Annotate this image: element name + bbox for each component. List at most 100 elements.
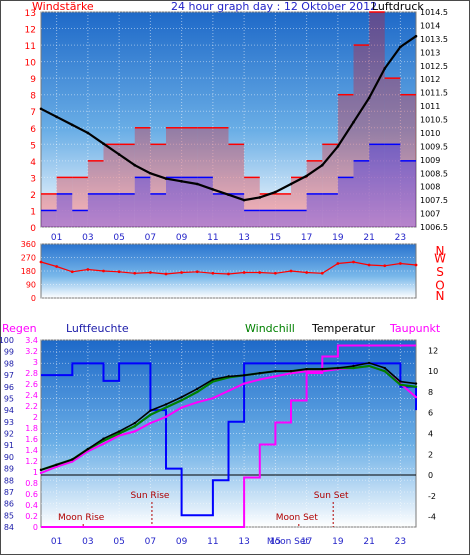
temperature-point <box>336 366 340 370</box>
temperature-point <box>399 380 402 383</box>
wind-gust-bar <box>56 177 73 227</box>
pressure-tick-label: 1010 <box>420 129 440 138</box>
pressure-tick-label: 1014.5 <box>420 8 448 17</box>
panel1-x-tick-label: 21 <box>363 233 374 243</box>
temperature-point <box>321 367 324 371</box>
direction-point <box>164 272 168 276</box>
rain-tick-label: 3.4 <box>25 336 38 345</box>
wind-tick-label: 4 <box>30 158 36 168</box>
compass-letter: N <box>436 289 445 303</box>
dewpoint-point <box>180 406 183 409</box>
windchill-point <box>149 413 152 416</box>
temperature-point <box>305 367 308 371</box>
wind-avg-bar <box>72 210 88 227</box>
temperature-point <box>211 378 215 381</box>
panel3-x-tick-label: 05 <box>113 537 124 547</box>
wind-avg-bar <box>244 210 260 227</box>
dewpoint-point <box>321 369 324 373</box>
annotation-label: Moon Set <box>276 513 319 523</box>
humidity-line <box>41 362 417 517</box>
wind-gust-bar <box>322 144 338 227</box>
dewpoint-point <box>274 375 277 378</box>
temperature-point <box>196 387 199 391</box>
direction-point <box>102 269 105 273</box>
windchill-point <box>117 432 121 435</box>
temperature-point <box>289 369 293 373</box>
pressure-tick-label: 1008.5 <box>420 169 448 178</box>
pressure-point <box>305 174 308 178</box>
humidity-tick-label: 100 <box>0 336 14 345</box>
windchill-point <box>367 364 371 368</box>
windchill-point <box>399 383 402 386</box>
pressure-point <box>289 182 293 186</box>
temperature-point <box>149 409 152 412</box>
direction-point <box>39 260 43 264</box>
temperature-tick-label: 4 <box>428 430 433 439</box>
rain-tick-label: 1.2 <box>25 457 38 466</box>
wind-tick-label: 0 <box>30 224 36 234</box>
panel1-x-tick-label: 07 <box>145 233 156 243</box>
temperature-point <box>242 374 246 377</box>
wind-avg-bar <box>41 210 57 227</box>
direction-point <box>383 264 387 268</box>
direction-point <box>148 271 152 274</box>
direction-point <box>86 268 90 271</box>
temperature-point <box>367 361 371 365</box>
legend-temperature: Temperatur <box>311 322 376 335</box>
wind-gust-bar <box>291 177 307 227</box>
legend-windchill: Windchill <box>245 322 295 335</box>
temperature-point <box>258 372 261 375</box>
compass-letter: W <box>434 252 446 266</box>
compass-letter: S <box>436 265 444 279</box>
temperature-point <box>227 375 230 378</box>
humidity-tick-label: 98 <box>4 359 14 368</box>
humidity-tick-label: 94 <box>4 406 14 415</box>
pressure-tick-label: 1009 <box>420 156 440 165</box>
annotation-label: Sun Set <box>314 491 349 501</box>
pressure-tick-label: 1009.5 <box>420 142 448 151</box>
direction-point <box>211 271 215 275</box>
pressure-point <box>195 182 199 186</box>
temperature-point <box>86 447 90 451</box>
windchill-point <box>102 439 105 442</box>
legend-dewpoint: Taupunkt <box>389 322 441 335</box>
wind-gust-bar <box>72 177 88 227</box>
wind-tick-label: 7 <box>30 108 36 118</box>
wind-avg-bar <box>369 144 385 227</box>
humidity-tick-label: 87 <box>4 488 14 497</box>
panel3-x-tick-label: 19 <box>332 537 344 547</box>
pressure-point <box>180 180 183 183</box>
dewpoint-point <box>71 460 74 463</box>
wind-gust-bar <box>103 144 120 227</box>
wind-gust-bar <box>119 144 135 227</box>
direction-point <box>367 263 371 267</box>
wind-avg-bar <box>134 177 151 227</box>
wind-avg-bar <box>306 193 323 227</box>
wind-avg-bar <box>212 193 229 227</box>
pressure-tick-label: 1006.5 <box>420 223 448 232</box>
annotation-label: Moon Rise <box>58 513 105 523</box>
dewpoint-point <box>164 415 168 419</box>
direction-point <box>227 272 230 276</box>
panel2-series <box>39 260 418 276</box>
pressure-point <box>414 34 418 38</box>
pressure-tick-label: 1011.5 <box>420 89 448 98</box>
panel3-x-tick-label: 01 <box>51 537 62 547</box>
pressure-point <box>258 196 262 199</box>
pressure-point <box>117 153 121 156</box>
pressure-point <box>399 45 402 49</box>
legend-humidity: Luftfeuchte <box>66 322 129 335</box>
annotation-label: Sun Rise <box>130 491 169 501</box>
wind-avg-bar <box>166 177 182 227</box>
wind-tick-label: 12 <box>25 26 36 36</box>
direction-point <box>289 269 293 273</box>
pressure-point <box>383 67 387 70</box>
compass-letter: N <box>436 244 445 258</box>
temperature-tick-label: -2 <box>428 492 436 501</box>
legend-rain: Regen <box>2 322 37 335</box>
pressure-point <box>336 145 340 148</box>
wind-tick-label: 11 <box>25 42 36 52</box>
direction-point <box>398 262 402 265</box>
